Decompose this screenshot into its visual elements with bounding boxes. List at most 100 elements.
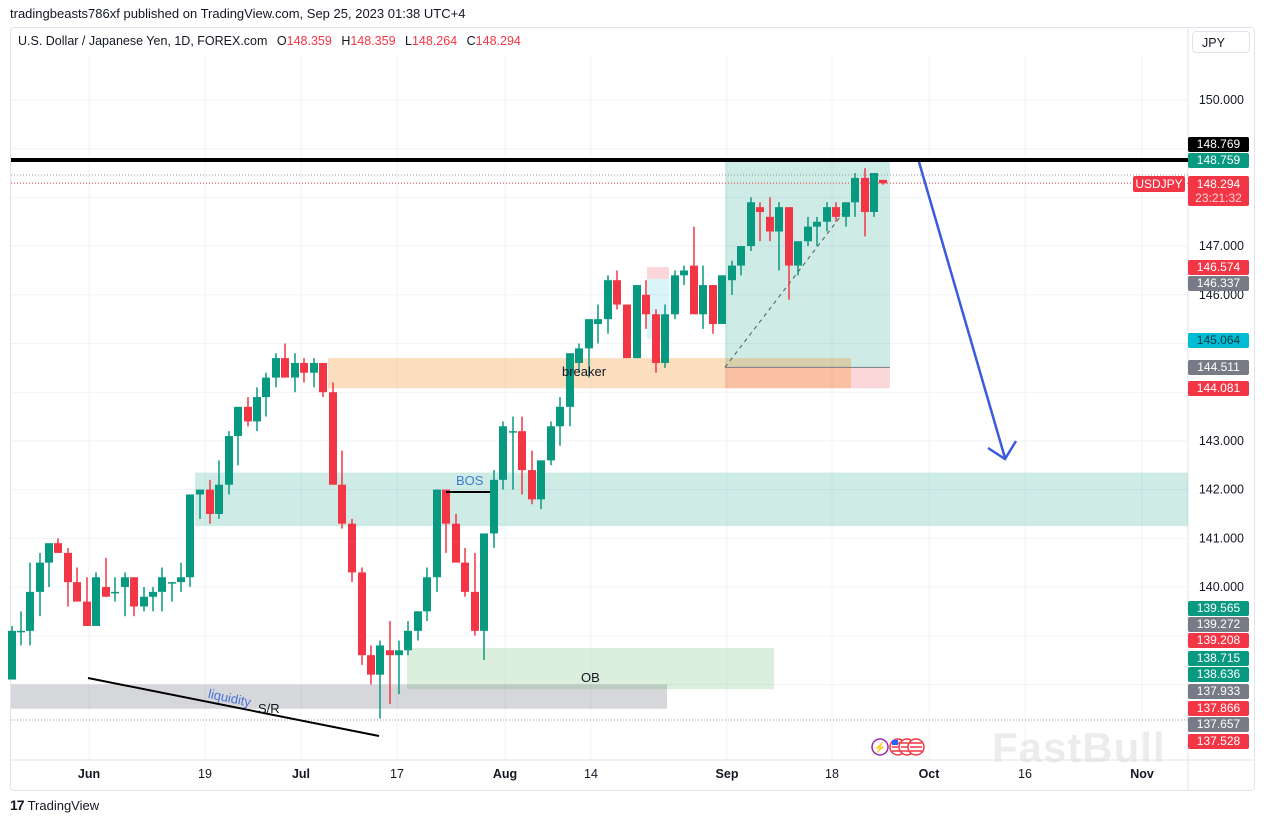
candle-body[interactable] — [613, 280, 621, 305]
candle-body[interactable] — [537, 460, 545, 500]
candle-body[interactable] — [319, 362, 327, 393]
bos-label[interactable]: BOS — [456, 473, 484, 488]
candle-body[interactable] — [794, 241, 802, 266]
lightning-event-icon[interactable] — [871, 738, 889, 756]
candle-body[interactable] — [386, 650, 394, 656]
candle-body[interactable] — [461, 562, 469, 592]
candle-body[interactable] — [262, 377, 270, 398]
candle-body[interactable] — [111, 591, 119, 594]
candle-body[interactable] — [253, 397, 261, 422]
candle-body[interactable] — [158, 577, 166, 592]
candle-body[interactable] — [842, 202, 850, 217]
candle-body[interactable] — [395, 650, 403, 656]
long-position-stop-zone[interactable] — [725, 367, 890, 389]
ob-zone[interactable] — [407, 647, 774, 690]
candle-body[interactable] — [480, 533, 488, 631]
candle-body[interactable] — [310, 362, 318, 373]
candle-body[interactable] — [775, 207, 783, 232]
candle-body[interactable] — [518, 431, 526, 471]
candle-body[interactable] — [168, 582, 176, 584]
candle-body[interactable] — [747, 202, 755, 247]
candle-body[interactable] — [547, 426, 555, 461]
candle-body[interactable] — [358, 572, 366, 656]
candle-body[interactable] — [244, 406, 252, 422]
candle-body[interactable] — [813, 221, 821, 227]
candle-body[interactable] — [54, 543, 62, 553]
candle-body[interactable] — [471, 591, 479, 631]
candle-body[interactable] — [149, 591, 157, 597]
sr-trendline[interactable] — [87, 677, 380, 737]
candle-body[interactable] — [690, 265, 698, 315]
candle-body[interactable] — [709, 285, 717, 325]
candle-body[interactable] — [490, 479, 498, 534]
candle-body[interactable] — [575, 348, 583, 363]
candle-body[interactable] — [452, 523, 460, 563]
candle-body[interactable] — [64, 552, 72, 583]
candle-body[interactable] — [196, 489, 204, 495]
candle-body[interactable] — [499, 426, 507, 480]
candle-body[interactable] — [26, 591, 34, 631]
candle-body[interactable] — [604, 280, 612, 320]
candle-body[interactable] — [433, 489, 441, 578]
candle-body[interactable] — [45, 543, 53, 563]
candle-body[interactable] — [225, 436, 233, 485]
candle-body[interactable] — [83, 601, 91, 626]
candle-body[interactable] — [766, 216, 774, 232]
candle-body[interactable] — [186, 494, 194, 578]
candle-body[interactable] — [861, 177, 869, 213]
candle-body[interactable] — [737, 246, 745, 266]
candle-body[interactable] — [376, 645, 384, 675]
candle-body[interactable] — [594, 319, 602, 325]
candle-body[interactable] — [556, 406, 564, 427]
ob-label[interactable]: OB — [581, 670, 600, 685]
candle-body[interactable] — [728, 265, 736, 281]
projection-arrow[interactable] — [917, 161, 1007, 459]
footer-brand[interactable]: 17 TradingView — [10, 797, 99, 813]
candle-body[interactable] — [140, 596, 148, 607]
candle-body[interactable] — [329, 392, 337, 485]
candle-body[interactable] — [823, 207, 831, 222]
candle-body[interactable] — [870, 173, 878, 213]
candle-body[interactable] — [652, 314, 660, 363]
candle-body[interactable] — [404, 630, 412, 651]
candle-body[interactable] — [442, 489, 450, 524]
candle-body[interactable] — [718, 275, 726, 325]
candle-body[interactable] — [851, 177, 859, 203]
candle-body[interactable] — [509, 431, 517, 433]
candle-body[interactable] — [338, 484, 346, 524]
candle-body[interactable] — [300, 362, 308, 373]
candle-body[interactable] — [234, 406, 242, 437]
candle-body[interactable] — [804, 226, 812, 242]
symbol-description[interactable]: U.S. Dollar / Japanese Yen, 1D, FOREX.co… — [18, 34, 268, 48]
candle-body[interactable] — [832, 207, 840, 217]
candle-body[interactable] — [661, 314, 669, 363]
candle-body[interactable] — [566, 353, 574, 407]
candle-body[interactable] — [177, 577, 185, 583]
candle-body[interactable] — [585, 319, 593, 349]
candle-body[interactable] — [367, 655, 375, 675]
candle-body[interactable] — [73, 582, 81, 602]
candle-body[interactable] — [879, 179, 887, 184]
currency-button[interactable]: JPY — [1192, 31, 1250, 53]
candle-body[interactable] — [680, 270, 688, 276]
candle-body[interactable] — [8, 630, 16, 680]
candle-body[interactable] — [281, 358, 289, 378]
candle-body[interactable] — [102, 587, 110, 597]
candle-body[interactable] — [633, 285, 641, 359]
candle-body[interactable] — [642, 294, 650, 315]
candle-body[interactable] — [348, 523, 356, 573]
candle-body[interactable] — [671, 275, 679, 315]
candle-body[interactable] — [623, 304, 631, 359]
candle-body[interactable] — [291, 362, 299, 378]
candle-body[interactable] — [699, 285, 707, 315]
candle-body[interactable] — [272, 358, 280, 378]
small-box-red[interactable] — [647, 267, 669, 279]
candle-body[interactable] — [756, 207, 764, 213]
candle-body[interactable] — [36, 562, 44, 592]
candle-body[interactable] — [423, 577, 431, 612]
breaker-label[interactable]: breaker — [562, 364, 607, 379]
demand-zone[interactable] — [195, 472, 1188, 527]
candle-body[interactable] — [206, 489, 214, 514]
candle-body[interactable] — [215, 484, 223, 514]
